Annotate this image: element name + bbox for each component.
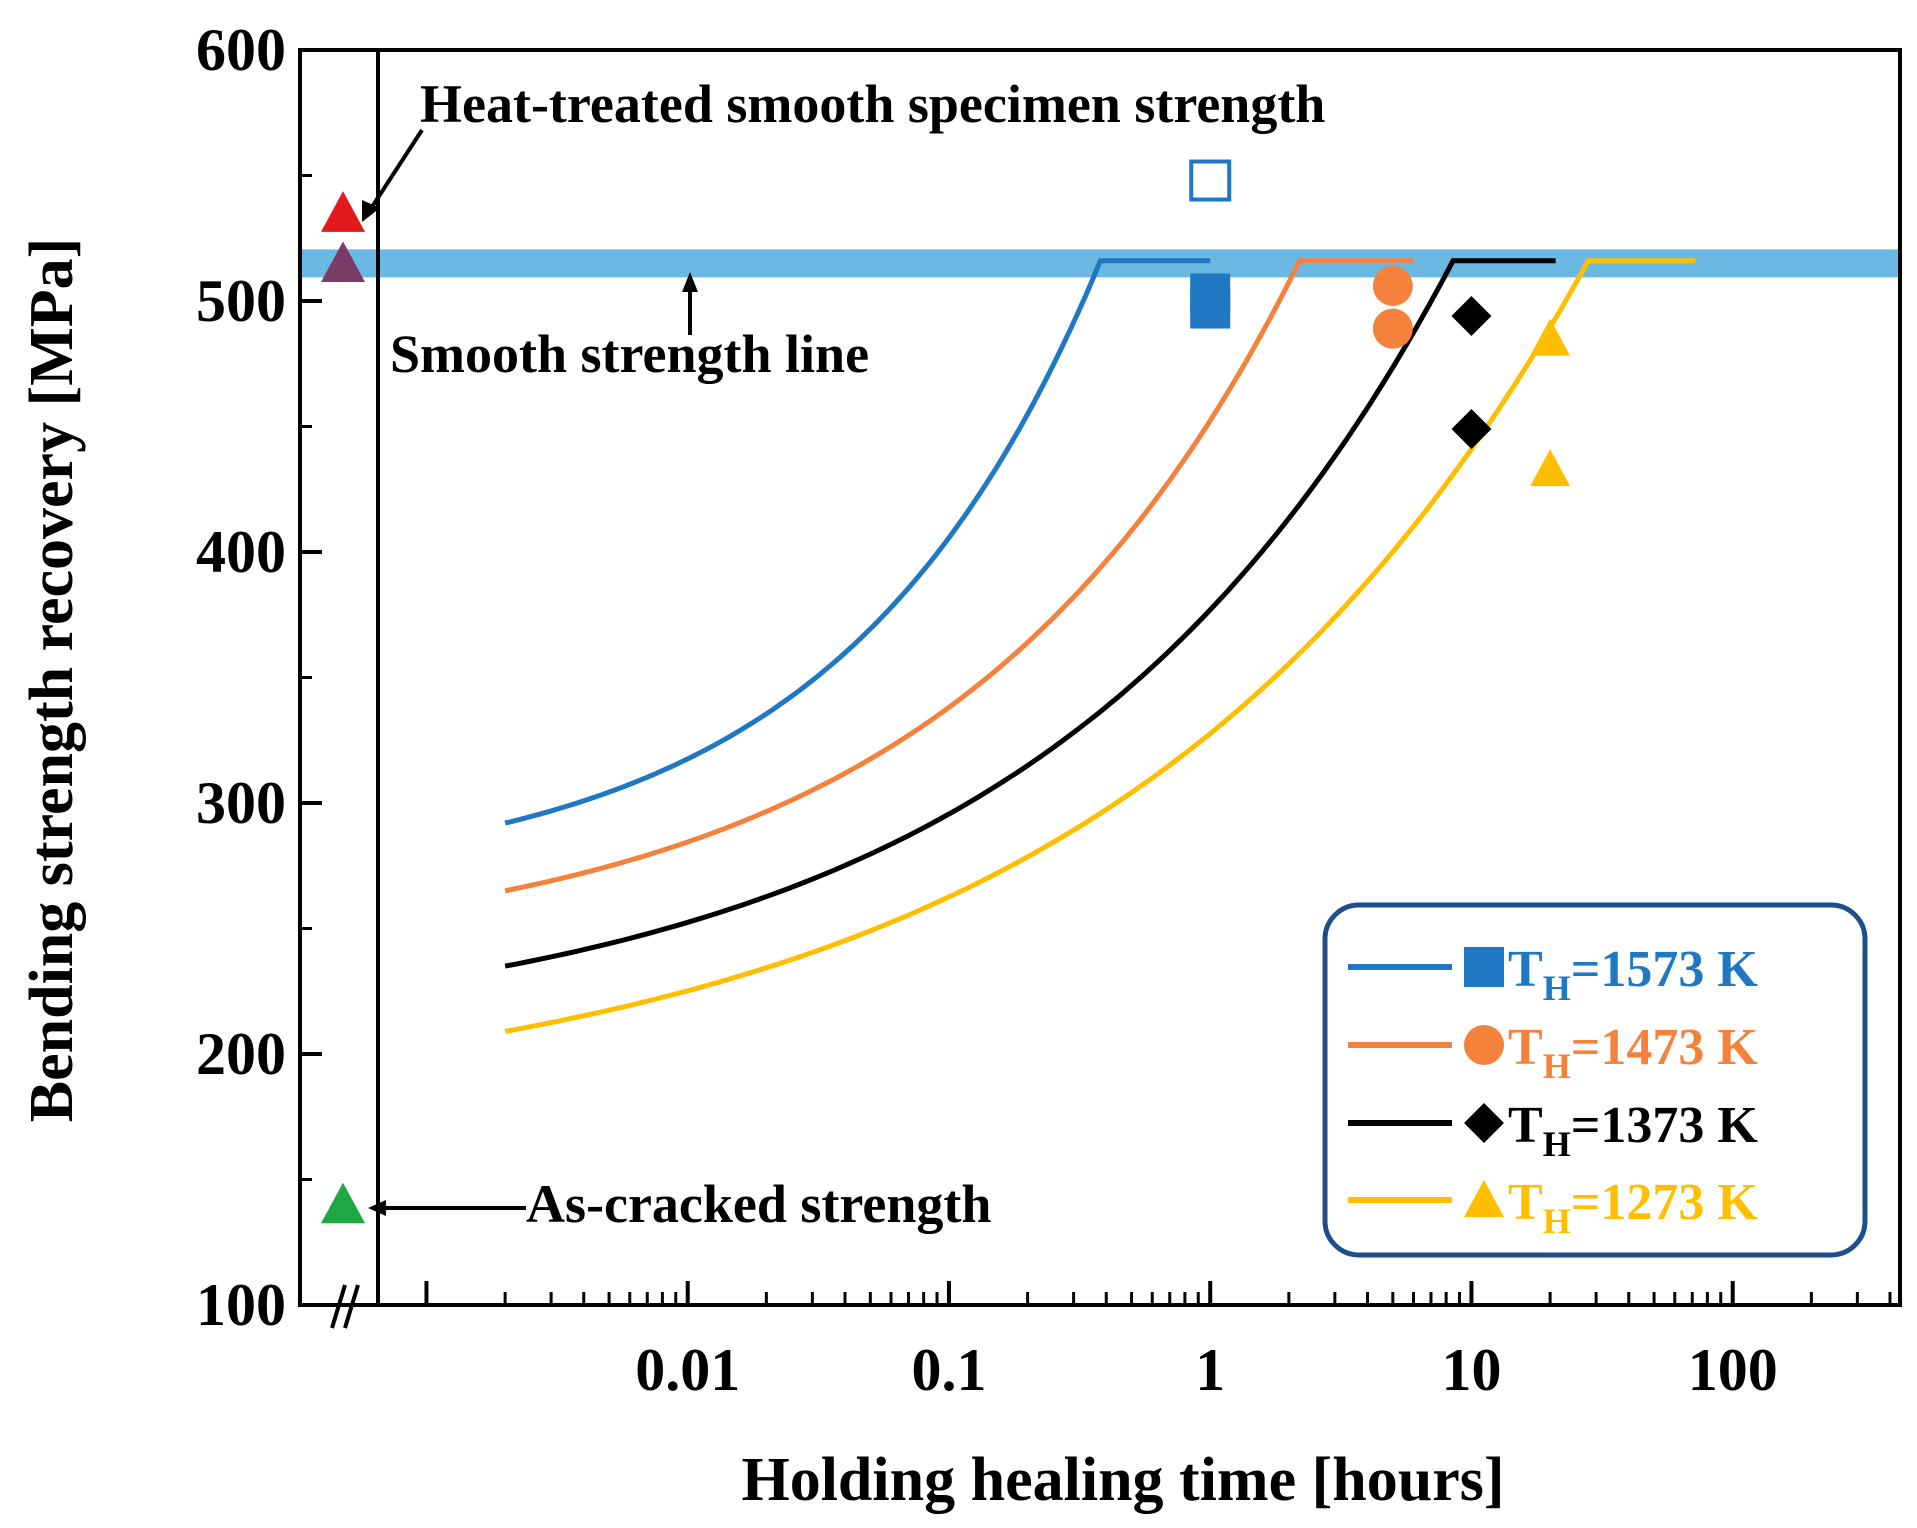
data-point-1273-k: [1530, 318, 1571, 356]
x-tick-label: 10: [1441, 1337, 1501, 1403]
data-point-1473-k: [1372, 308, 1413, 349]
heat-treated-annotation: Heat-treated smooth specimen strength: [420, 74, 1325, 134]
smooth-strength-annotation: Smooth strength line: [390, 324, 869, 384]
points-layer: [1189, 159, 1571, 487]
as-cracked-annotation: As-cracked strength: [526, 1174, 991, 1234]
legend-label-1473-k: TH=1473 K: [1508, 1019, 1758, 1086]
curves-layer: [504, 258, 1696, 1034]
y-tick-label: 600: [196, 17, 286, 83]
curve-1573-k: [504, 258, 1211, 826]
data-point-1473-k: [1372, 265, 1413, 306]
data-point-1573-k: [1190, 288, 1231, 329]
heat-treated-arrow: [362, 128, 424, 222]
y-tick-label: 100: [196, 1272, 286, 1338]
curve-1473-k: [504, 258, 1414, 894]
legend-label-1373-k: TH=1373 K: [1508, 1097, 1758, 1164]
reference-point-heat-treated-b: [321, 241, 365, 283]
y-tick-label: 200: [196, 1021, 286, 1087]
reference-point-as-cracked: [321, 1182, 365, 1224]
as-cracked-arrow: [368, 1200, 526, 1216]
y-ticks: 100 200 300 400 500 600: [196, 17, 322, 1338]
legend-label-1273-k: TH=1273 K: [1508, 1174, 1758, 1241]
legend-marker-1573-k: [1464, 947, 1504, 987]
reference-point-heat-treated-a: [321, 191, 365, 232]
legend: TH=1573 K TH=1473 K TH=1373 K TH=1273 K: [1348, 941, 1758, 1241]
data-point-1273-k: [1530, 449, 1571, 487]
legend-marker-1273-k: [1464, 1180, 1504, 1217]
legend-marker-1473-k: [1464, 1025, 1504, 1065]
y-tick-label: 400: [196, 519, 286, 585]
data-point-1373-k: [1451, 409, 1492, 450]
x-tick-label: 100: [1688, 1337, 1778, 1403]
legend-box: [1322, 902, 1868, 1258]
axis-break-marks: [330, 1284, 360, 1329]
y-axis-title: Bending strength recovery [MPa]: [18, 238, 86, 1123]
open-point-1573-k: [1189, 159, 1232, 202]
x-tick-label: 0.01: [635, 1337, 740, 1403]
y-tick-label: 300: [196, 770, 286, 836]
curve-1273-k: [504, 258, 1696, 1034]
reference-layer: [321, 191, 365, 1224]
legend-marker-1373-k: [1464, 1103, 1504, 1143]
x-ticks: 0.01 0.1 1 10 100: [424, 1281, 1892, 1403]
legend-label-1573-k: TH=1573 K: [1508, 941, 1758, 1008]
x-axis-title: Holding healing time [hours]: [741, 1446, 1504, 1514]
data-point-1373-k: [1451, 296, 1492, 337]
y-tick-label: 500: [196, 268, 286, 334]
x-tick-label: 0.1: [911, 1337, 986, 1403]
smooth-strength-arrow: [682, 272, 698, 335]
curve-1373-k: [504, 258, 1556, 969]
x-tick-label: 1: [1195, 1337, 1225, 1403]
